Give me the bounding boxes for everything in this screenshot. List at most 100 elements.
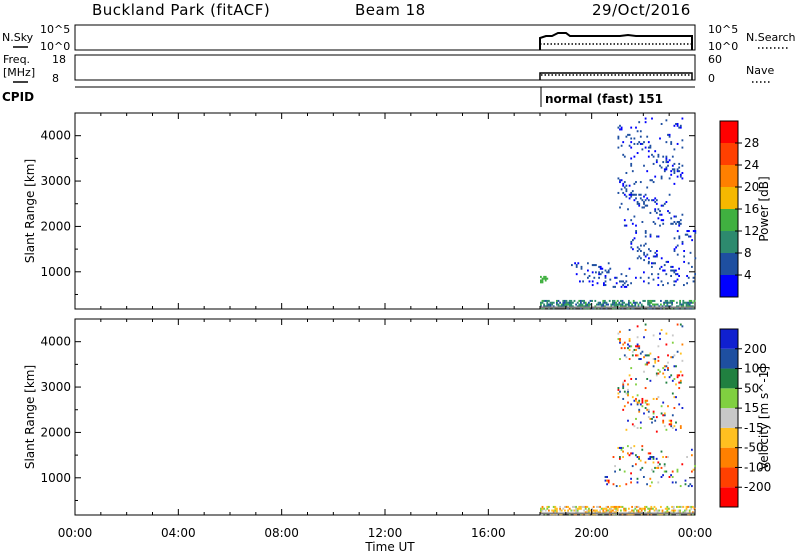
radar-cell bbox=[640, 303, 643, 306]
radar-cell bbox=[639, 197, 642, 200]
radar-cell bbox=[662, 219, 665, 222]
power-colorbar-swatch bbox=[720, 275, 738, 297]
radar-cell bbox=[588, 303, 590, 306]
radar-cell bbox=[652, 397, 655, 400]
radar-cell bbox=[551, 509, 553, 512]
radar-cell bbox=[683, 284, 685, 287]
radar-cell bbox=[543, 305, 545, 308]
radar-cell bbox=[660, 257, 663, 260]
radar-cell bbox=[664, 301, 667, 304]
radar-cell bbox=[644, 407, 647, 410]
radar-cell bbox=[618, 446, 621, 449]
radar-cell bbox=[583, 299, 585, 302]
radar-cell bbox=[631, 305, 633, 308]
radar-cell bbox=[570, 509, 573, 512]
radar-cell bbox=[652, 410, 655, 413]
radar-cell bbox=[639, 193, 642, 196]
radar-cell bbox=[671, 299, 673, 302]
radar-cell bbox=[595, 264, 597, 267]
radar-cell bbox=[685, 509, 688, 512]
radar-cell bbox=[653, 505, 656, 508]
radar-cell bbox=[649, 452, 652, 455]
radar-cell bbox=[567, 505, 569, 508]
radar-cell bbox=[583, 273, 586, 276]
radar-cell bbox=[594, 305, 597, 308]
power-colorbar-swatch bbox=[720, 143, 738, 165]
radar-cell bbox=[613, 505, 616, 508]
radar-cell bbox=[605, 509, 608, 512]
radar-cell bbox=[654, 361, 657, 364]
radar-cell bbox=[651, 421, 653, 424]
radar-cell bbox=[641, 206, 644, 209]
radar-cell bbox=[684, 233, 687, 236]
radar-cell bbox=[543, 275, 545, 278]
radar-cell bbox=[648, 511, 651, 514]
radar-cell bbox=[620, 273, 623, 276]
freq-tick-top: 18 bbox=[52, 53, 66, 66]
radar-cell bbox=[628, 374, 631, 377]
radar-cell bbox=[552, 509, 555, 512]
radar-cell bbox=[621, 505, 624, 508]
radar-cell bbox=[679, 219, 682, 222]
radar-cell bbox=[616, 507, 619, 510]
radar-cell bbox=[668, 419, 671, 422]
velocity-colorbar-swatch bbox=[720, 447, 738, 468]
radar-cell bbox=[691, 239, 694, 242]
radar-cell bbox=[632, 248, 634, 251]
radar-cell bbox=[630, 403, 633, 406]
radar-cell bbox=[670, 423, 673, 426]
radar-cell bbox=[657, 461, 660, 464]
radar-cell bbox=[647, 299, 649, 302]
radar-cell bbox=[678, 403, 681, 406]
radar-cell bbox=[660, 450, 663, 453]
radar-cell bbox=[681, 164, 684, 167]
radar-cell bbox=[630, 367, 633, 370]
radar-cell bbox=[643, 251, 646, 254]
power-colorbar-swatches bbox=[720, 121, 738, 297]
radar-cell bbox=[662, 222, 665, 225]
radar-cell bbox=[647, 146, 650, 149]
radar-cell bbox=[630, 141, 633, 144]
radar-cell bbox=[636, 403, 639, 406]
power-colorbar-swatch bbox=[720, 209, 738, 231]
radar-cell bbox=[604, 299, 606, 302]
date-title: 29/Oct/2016 bbox=[592, 1, 691, 19]
radar-cell bbox=[657, 276, 660, 279]
radar-cell bbox=[621, 305, 624, 308]
radar-cell bbox=[575, 511, 577, 514]
radar-cell bbox=[643, 412, 645, 415]
radar-cell bbox=[656, 509, 659, 512]
radar-cell bbox=[560, 509, 563, 512]
radar-cell bbox=[599, 265, 602, 268]
radar-cell bbox=[643, 141, 645, 144]
radar-cell bbox=[662, 421, 665, 424]
radar-cell bbox=[584, 505, 587, 508]
radar-cell bbox=[673, 168, 676, 171]
radar-cell bbox=[564, 509, 566, 512]
radar-cell bbox=[626, 303, 629, 306]
radar-cell bbox=[591, 299, 593, 302]
radar-cell bbox=[673, 425, 676, 428]
radar-cell bbox=[552, 511, 555, 514]
radar-cell bbox=[593, 276, 596, 279]
radar-cell bbox=[649, 485, 652, 488]
radar-cell bbox=[647, 303, 649, 306]
radar-cell bbox=[672, 505, 675, 508]
radar-cell bbox=[638, 408, 641, 411]
radar-cell bbox=[671, 341, 674, 344]
radar-cell bbox=[622, 387, 625, 390]
radar-cell bbox=[601, 271, 604, 274]
radar-cell bbox=[540, 281, 542, 284]
radar-cell bbox=[580, 267, 583, 270]
radar-cell bbox=[652, 457, 655, 460]
radar-cell bbox=[548, 505, 550, 508]
radar-cell bbox=[630, 146, 633, 149]
radar-cell bbox=[655, 430, 658, 433]
radar-cell bbox=[602, 303, 605, 306]
radar-cell bbox=[541, 301, 544, 304]
radar-cell bbox=[540, 509, 542, 512]
radar-cell bbox=[604, 475, 607, 478]
radar-cell bbox=[636, 426, 639, 429]
cpid-label: CPID bbox=[2, 90, 34, 104]
radar-cell bbox=[663, 425, 666, 428]
